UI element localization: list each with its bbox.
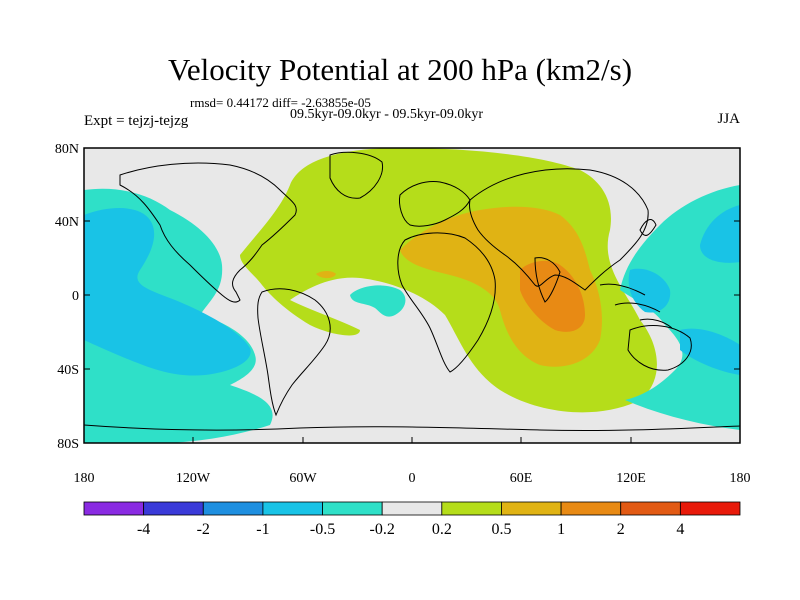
colorbar-box	[560, 501, 622, 516]
lon-label-60e: 60E	[510, 471, 533, 486]
colorbar-level-label: 1	[557, 521, 565, 538]
colorbar-level-label: -0.5	[310, 521, 335, 538]
colorbar-box	[262, 501, 323, 516]
colorbar-box	[322, 501, 383, 516]
colorbar	[83, 501, 741, 516]
contour-cyan-east-south	[680, 328, 740, 375]
contour-cyan-east-north	[700, 205, 740, 263]
lat-label-80n: 80N	[55, 142, 79, 157]
colorbar-level-label: -2	[197, 521, 210, 538]
colorbar-level-label: -0.2	[370, 521, 395, 538]
colorbar-box	[202, 501, 264, 516]
colorbar-box	[620, 501, 681, 516]
lon-ticks	[83, 437, 741, 443]
contour-cyan-west	[84, 208, 251, 376]
lon-label-0: 0	[409, 471, 416, 486]
lon-label-180e: 180	[730, 471, 751, 486]
contour-cyan-east-mid	[628, 268, 671, 313]
colorbar-box	[83, 501, 145, 516]
lon-label-120w: 120W	[176, 471, 211, 486]
stats-text: rmsd= 0.44172 diff= -2.63855e-05	[190, 95, 371, 110]
contour-orange-small	[316, 271, 336, 279]
colorbar-box	[381, 501, 443, 516]
lon-label-60w: 60W	[289, 471, 317, 486]
lat-label-40s: 40S	[57, 363, 79, 378]
colorbar-level-label: -4	[137, 521, 150, 538]
lon-label-180w: 180	[74, 471, 95, 486]
experiment-label: Expt = tejzj-tejzg	[84, 113, 189, 129]
lat-label-eq: 0	[72, 289, 79, 304]
colorbar-labels: -4 -2 -1 -0.5 -0.2 0.2 0.5 1 2 4	[137, 521, 684, 538]
colorbar-box	[143, 501, 204, 516]
colorbar-level-label: 0.2	[432, 521, 452, 538]
colorbar-level-label: 2	[617, 521, 625, 538]
lat-labels: 80N 40N 0 40S 80S	[55, 142, 79, 452]
contour-fill-layer	[84, 148, 740, 443]
period-text: 09.5kyr-09.0kyr - 09.5kyr-09.0kyr	[290, 107, 484, 122]
lat-ticks	[84, 147, 740, 444]
season-label: JJA	[717, 111, 740, 127]
coastlines	[84, 151, 740, 432]
lat-label-40n: 40N	[55, 215, 79, 230]
lat-label-80s: 80S	[57, 437, 79, 452]
lon-labels: 180 120W 60W 0 60E 120E 180	[74, 471, 751, 486]
colorbar-level-label: -1	[256, 521, 269, 538]
colorbar-level-label: 4	[676, 521, 684, 538]
colorbar-box	[441, 501, 502, 516]
figure-title: Velocity Potential at 200 hPa (km2/s)	[167, 52, 633, 87]
colorbar-level-label: 0.5	[491, 521, 511, 538]
lon-label-120e: 120E	[616, 471, 646, 486]
contour-teal-atlantic	[350, 285, 406, 317]
colorbar-box	[501, 501, 562, 516]
colorbar-box	[679, 501, 741, 516]
